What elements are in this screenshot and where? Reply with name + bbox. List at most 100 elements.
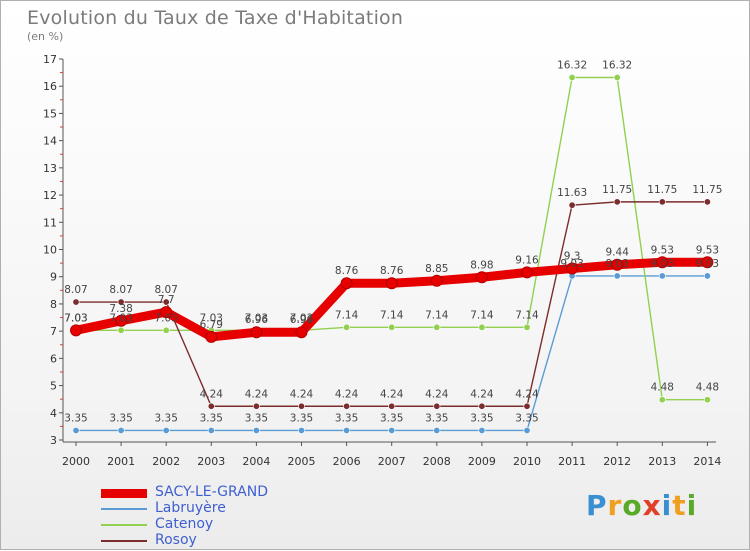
legend-label: Labruyère bbox=[155, 500, 226, 516]
data-point bbox=[433, 402, 441, 410]
y-tick-label: 9 bbox=[50, 271, 57, 284]
data-label: 3.35 bbox=[64, 412, 87, 424]
data-point bbox=[478, 402, 486, 410]
data-label: 7.14 bbox=[380, 309, 404, 321]
y-tick-label: 14 bbox=[43, 135, 57, 148]
data-point bbox=[613, 272, 621, 280]
x-tick-label: 2009 bbox=[468, 455, 496, 468]
data-label: 4.24 bbox=[245, 388, 269, 400]
data-label: 7.03 bbox=[200, 312, 223, 324]
data-label: 9.3 bbox=[564, 251, 581, 263]
data-point bbox=[433, 323, 441, 331]
legend-swatch bbox=[101, 540, 147, 542]
legend: SACY-LE-GRAND Labruyère Catenoy Rosoy bbox=[101, 484, 361, 549]
data-label: 7.03 bbox=[155, 312, 178, 324]
data-label: 11.75 bbox=[647, 184, 677, 196]
y-tick-label: 6 bbox=[50, 352, 57, 365]
y-tick-label: 4 bbox=[50, 407, 57, 420]
data-label: 4.24 bbox=[470, 388, 494, 400]
chart-unit: (en %) bbox=[27, 30, 64, 43]
y-tick-label: 8 bbox=[50, 298, 57, 311]
data-point bbox=[343, 426, 351, 434]
data-label: 4.48 bbox=[651, 382, 674, 394]
data-point bbox=[207, 402, 215, 410]
data-label: 8.07 bbox=[109, 284, 132, 296]
data-label: 8.07 bbox=[155, 284, 178, 296]
data-label: 16.32 bbox=[602, 60, 632, 72]
data-point bbox=[297, 402, 305, 410]
data-label: 4.48 bbox=[696, 382, 719, 394]
data-point bbox=[523, 402, 531, 410]
data-label: 4.24 bbox=[200, 388, 224, 400]
data-label: 3.35 bbox=[290, 412, 313, 424]
x-tick-label: 2002 bbox=[152, 455, 180, 468]
x-tick-label: 2005 bbox=[288, 455, 316, 468]
data-point bbox=[252, 426, 260, 434]
y-tick-label: 11 bbox=[43, 216, 57, 229]
data-point bbox=[72, 298, 80, 306]
data-label: 3.35 bbox=[515, 412, 538, 424]
data-label: 6.96 bbox=[245, 314, 269, 326]
data-point bbox=[478, 323, 486, 331]
data-point bbox=[566, 262, 579, 275]
data-label: 8.76 bbox=[380, 265, 404, 277]
data-point bbox=[658, 396, 666, 404]
data-label: 3.35 bbox=[335, 412, 358, 424]
data-label: 8.98 bbox=[470, 259, 493, 271]
data-label: 8.07 bbox=[64, 284, 87, 296]
data-point bbox=[568, 74, 576, 82]
y-tick-label: 10 bbox=[43, 244, 57, 257]
data-label: 4.24 bbox=[425, 388, 449, 400]
legend-label: Catenoy bbox=[155, 516, 214, 532]
data-label: 9.53 bbox=[696, 244, 719, 256]
data-label: 9.53 bbox=[651, 244, 674, 256]
data-point bbox=[117, 426, 125, 434]
data-point bbox=[117, 298, 125, 306]
logo-letter: r bbox=[607, 489, 623, 522]
legend-label: Rosoy bbox=[155, 532, 197, 548]
data-label: 9.03 bbox=[696, 258, 719, 270]
x-tick-label: 2012 bbox=[603, 455, 631, 468]
data-point bbox=[433, 426, 441, 434]
y-tick-label: 15 bbox=[43, 107, 57, 120]
logo-letter: P bbox=[586, 489, 608, 522]
data-point bbox=[117, 326, 125, 334]
data-point bbox=[340, 277, 353, 290]
data-label: 6.96 bbox=[290, 314, 314, 326]
legend-swatch bbox=[101, 489, 147, 498]
data-point bbox=[160, 306, 173, 319]
data-label: 7.7 bbox=[158, 294, 175, 306]
logo-letter: i bbox=[661, 489, 673, 522]
data-point bbox=[70, 324, 82, 337]
data-label: 7.14 bbox=[335, 309, 359, 321]
data-point bbox=[703, 272, 711, 280]
data-label: 16.32 bbox=[557, 60, 587, 72]
proxiti-logo: Proxiti bbox=[586, 489, 697, 522]
legend-item-catenoy: Catenoy bbox=[101, 516, 361, 533]
data-point bbox=[343, 402, 351, 410]
data-label: 6.79 bbox=[200, 319, 223, 331]
data-label: 3.35 bbox=[109, 412, 132, 424]
logo-letter: x bbox=[642, 489, 662, 522]
data-label: 3.35 bbox=[245, 412, 268, 424]
chart-title: Evolution du Taux de Taxe d'Habitation bbox=[27, 7, 404, 29]
y-tick-label: 3 bbox=[50, 434, 57, 447]
data-point bbox=[523, 426, 531, 434]
data-label: 4.24 bbox=[335, 388, 359, 400]
data-label: 11.75 bbox=[692, 184, 722, 196]
logo-letter: i bbox=[686, 489, 698, 522]
data-point bbox=[388, 323, 396, 331]
data-point bbox=[162, 298, 170, 306]
data-label: 7.03 bbox=[109, 312, 132, 324]
y-tick-label: 7 bbox=[50, 325, 57, 338]
legend-item-rosoy: Rosoy bbox=[101, 532, 361, 549]
x-tick-label: 2010 bbox=[513, 455, 541, 468]
data-label: 7.03 bbox=[290, 312, 313, 324]
data-point bbox=[523, 323, 531, 331]
data-label: 7.03 bbox=[245, 312, 268, 324]
data-label: 4.24 bbox=[515, 388, 539, 400]
data-label: 9.03 bbox=[560, 258, 583, 270]
data-point bbox=[115, 314, 128, 327]
